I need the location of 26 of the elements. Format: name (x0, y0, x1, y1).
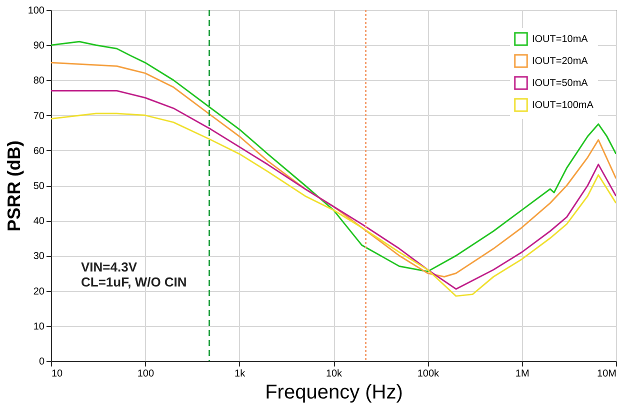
legend-label: IOUT=10mA (532, 34, 588, 45)
x-axis-title: Frequency (Hz) (265, 382, 403, 404)
y-axis-title: PSRR (dB) (4, 140, 24, 232)
y-tick-label: 70 (33, 110, 45, 122)
y-tick-label: 90 (33, 40, 45, 52)
x-tick-label: 100k (417, 368, 440, 380)
y-tick-label: 80 (33, 76, 45, 87)
y-tick-label: 60 (33, 146, 45, 157)
legend-label: IOUT=100mA (532, 100, 594, 111)
x-tick-label: 1k (234, 368, 246, 380)
annotation: CL=1uF, W/O CIN (81, 274, 187, 290)
y-tick-label: 100 (28, 6, 45, 16)
x-tick-label: 10M (597, 368, 616, 380)
x-tick-label: 10 (52, 368, 64, 380)
y-tick-label: 40 (33, 216, 45, 228)
x-tick-label: 10k (326, 368, 344, 380)
x-tick-label: 1M (515, 368, 530, 380)
y-tick-label: 50 (33, 181, 45, 192)
legend-label: IOUT=20mA (532, 56, 588, 67)
y-tick-label: 0 (38, 356, 45, 368)
annotation: VIN=4.3V (81, 260, 138, 274)
y-tick-label: 30 (33, 251, 45, 262)
legend-label: IOUT=50mA (532, 78, 588, 89)
y-tick-label: 20 (33, 286, 45, 298)
x-tick-label: 100 (137, 368, 154, 380)
y-tick-label: 10 (33, 321, 45, 332)
